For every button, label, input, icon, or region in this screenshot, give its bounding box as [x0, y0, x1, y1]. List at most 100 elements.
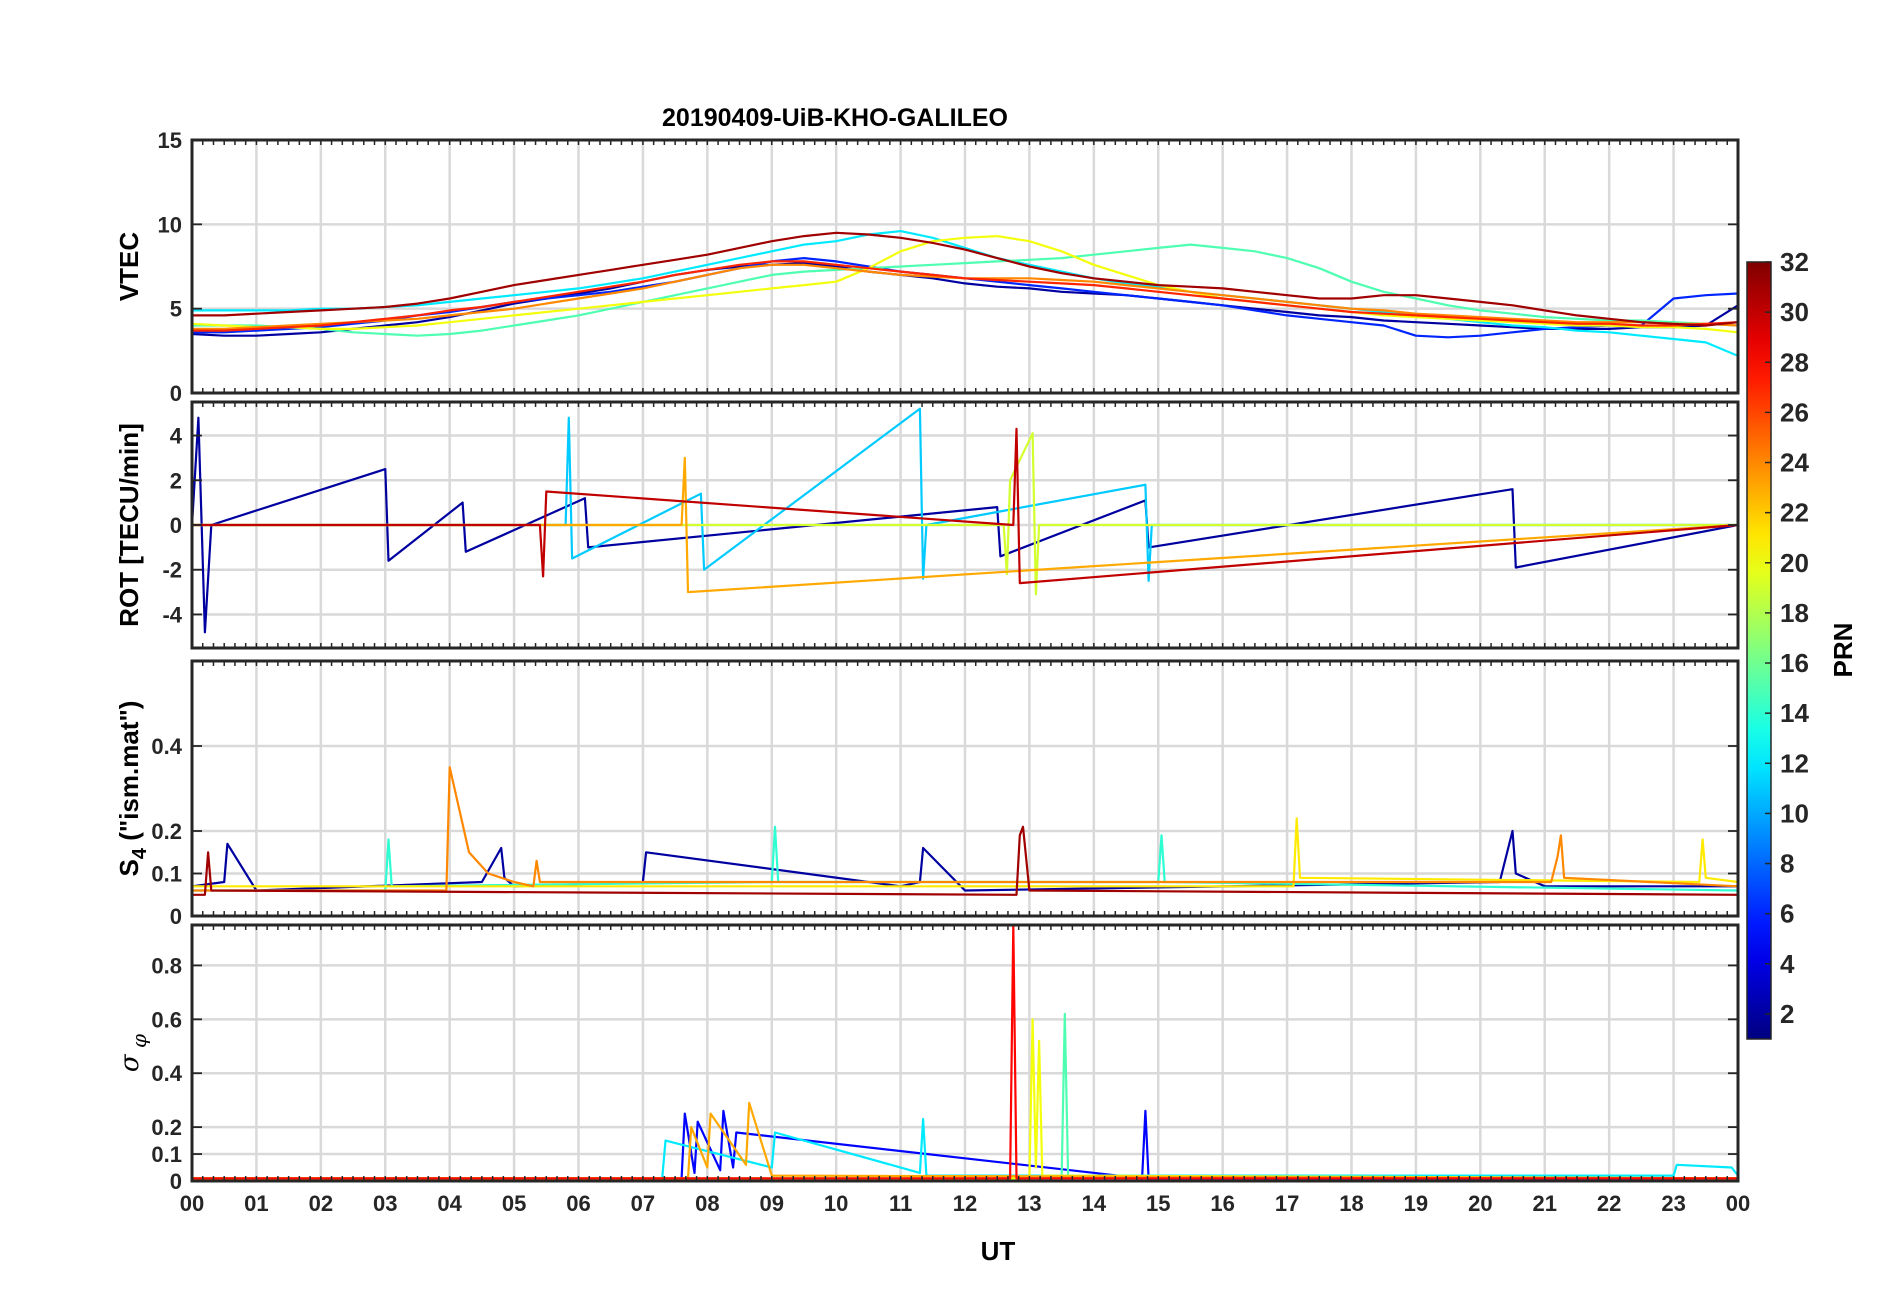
vtec-series-prn-27: [192, 260, 1738, 332]
x-tick-label: 06: [566, 1191, 590, 1216]
rot-axes-frame: [190, 400, 1740, 650]
colorbar-tick-label: 14: [1780, 698, 1809, 728]
vtec-series-prn-12: [192, 230, 1738, 357]
colorbar-tick-label: 24: [1780, 448, 1809, 478]
colorbar-tick-label: 18: [1780, 598, 1809, 628]
vtec-y-axis-label: VTEC: [114, 232, 144, 302]
s4-series-prn-31: [192, 825, 1738, 896]
x-tick-label: 21: [1533, 1191, 1557, 1216]
x-tick-label: 11: [889, 1191, 912, 1216]
panel-rot: -4 -2 0 2 4 ROT [TECU/min]: [114, 400, 1740, 650]
sigma_phi-series-prn-5: [192, 1109, 1738, 1180]
colorbar-tick-label: 4: [1780, 949, 1795, 979]
x-tick-label: 00: [1726, 1191, 1750, 1216]
colorbar-tick-label: 2: [1780, 999, 1794, 1029]
panel-vtec: 0 5 10 15 VTEC: [114, 128, 1740, 406]
s4-y-tick-label: 0.2: [151, 819, 182, 844]
rot-y-tick-label: 4: [170, 424, 183, 449]
x-tick-label: 04: [437, 1191, 462, 1216]
sigma_phi-series-prn-12: [192, 1117, 1738, 1180]
x-tick-label: 07: [631, 1191, 655, 1216]
vtec-y-tick-label: 10: [158, 212, 182, 237]
vtec-series-prn-20: [192, 235, 1738, 334]
x-tick-label: 03: [373, 1191, 397, 1216]
rot-y-axis-label: ROT [TECU/min]: [114, 423, 144, 627]
panel-s4: 0 0.1 0.2 0.4S4 ("ism.mat"): [114, 659, 1740, 929]
colorbar-tick-label: 22: [1780, 498, 1809, 528]
vtec-y-tick-label: 5: [170, 297, 182, 322]
rot-series-prn-11: [192, 407, 1738, 582]
vtec-y-tick-label: 0: [170, 381, 182, 406]
colorbar-label: PRN: [1828, 623, 1858, 678]
rot-y-tick-label: 0: [170, 513, 182, 538]
rot-series-group: [192, 407, 1738, 634]
s4-axes-frame: [190, 659, 1740, 918]
vtec-y-tick-label: 15: [158, 128, 182, 153]
sigma_phi-y-tick-label: 0: [170, 1169, 182, 1194]
sigma_phi-y-tick-label: 0.4: [151, 1061, 182, 1086]
colorbar-tick-label: 12: [1780, 748, 1809, 778]
rot-series-prn-30: [192, 427, 1738, 585]
s4-series-prn-21: [192, 817, 1738, 888]
sigma_phi-y-axis-label: σ φ: [115, 1034, 151, 1072]
colorbar-tick-label: 8: [1780, 849, 1794, 879]
x-tick-label: 00: [180, 1191, 204, 1216]
x-axis-label: UT: [981, 1236, 1016, 1266]
panel-sigma_phi: 00.10.2 0.4 0.6 0.8 σ φ: [115, 923, 1740, 1194]
s4-y-tick-label: 0.1: [151, 862, 182, 887]
chart-title: 20190409-UiB-KHO-GALILEO: [662, 104, 1008, 132]
colorbar-tick-label: 26: [1780, 397, 1809, 427]
x-tick-label: 01: [244, 1191, 268, 1216]
vtec-series-group: [192, 230, 1738, 357]
vtec-axes-frame: [190, 138, 1740, 395]
s4-series-prn-24: [192, 766, 1738, 892]
colorbar-tick-label: 20: [1780, 548, 1809, 578]
rot-y-tick-label: 2: [170, 468, 182, 493]
colorbar-gradient: [1746, 261, 1772, 1040]
x-tick-label: 20: [1468, 1191, 1492, 1216]
sigma_phi-series-prn-28: [192, 925, 1738, 1180]
sigma_phi-axes-frame: [190, 923, 1740, 1183]
x-tick-label: 23: [1661, 1191, 1685, 1216]
vtec-series-prn-31: [192, 231, 1738, 327]
colorbar-tick-label: 30: [1780, 297, 1809, 327]
x-tick-label: 08: [695, 1191, 719, 1216]
x-tick-label: 10: [824, 1191, 848, 1216]
x-tick-label: 09: [760, 1191, 784, 1216]
x-tick-label: 14: [1082, 1191, 1107, 1216]
rot-series-prn-19: [192, 432, 1738, 596]
colorbar-tick-label: 32: [1780, 247, 1809, 277]
x-tick-label: 22: [1597, 1191, 1621, 1216]
sigma_phi-y-tick-label: 0.1: [151, 1142, 182, 1167]
vtec-series-prn-15: [192, 243, 1738, 337]
colorbar-tick-label: 10: [1780, 798, 1809, 828]
s4-series-group: [192, 766, 1738, 896]
x-tick-label: 18: [1339, 1191, 1363, 1216]
s4-y-tick-label: 0.4: [151, 734, 182, 759]
rot-series-prn-2: [192, 416, 1738, 634]
x-tick-label: 02: [309, 1191, 333, 1216]
x-tick-label: 12: [953, 1191, 977, 1216]
sigma_phi-series-prn-23: [192, 1101, 1738, 1180]
s4-y-axis-label: S4 ("ism.mat"): [114, 701, 151, 877]
x-tick-label: 17: [1275, 1191, 1299, 1216]
colorbar-tick-label: 28: [1780, 347, 1809, 377]
rot-y-tick-label: -4: [162, 602, 182, 627]
x-tick-label: 13: [1017, 1191, 1041, 1216]
s4-y-tick-label: 0: [170, 904, 182, 929]
x-tick-label: 19: [1404, 1191, 1428, 1216]
sigma_phi-y-tick-label: 0.2: [151, 1115, 182, 1140]
s4-series-prn-14: [192, 825, 1738, 892]
colorbar-tick-label: 6: [1780, 899, 1794, 929]
sigma_phi-y-tick-label: 0.8: [151, 953, 182, 978]
x-tick-label: 15: [1146, 1191, 1170, 1216]
sigma_phi-y-tick-label: 0.6: [151, 1007, 182, 1032]
rot-y-tick-label: -2: [162, 558, 182, 583]
x-tick-label: 05: [502, 1191, 526, 1216]
x-tick-label: 16: [1210, 1191, 1234, 1216]
colorbar-tick-label: 16: [1780, 648, 1809, 678]
vtec-series-prn-2: [192, 262, 1738, 337]
